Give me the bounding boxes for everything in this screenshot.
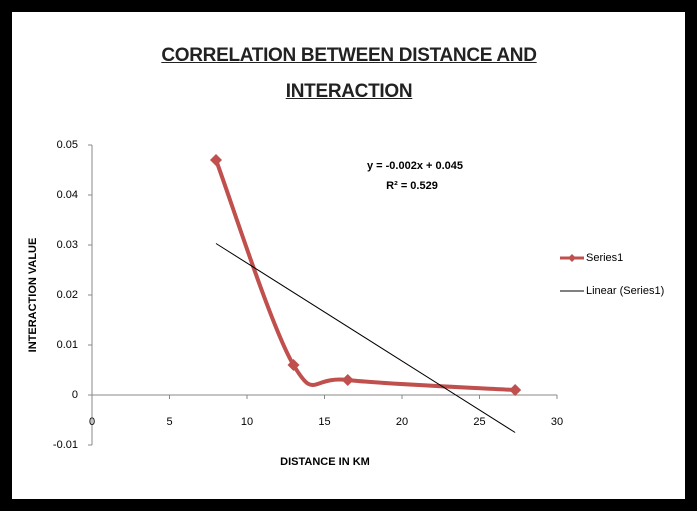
marker [287,359,300,371]
x-tick-label: 15 [318,416,330,428]
legend-label: Series1 [586,252,623,264]
chart-title: CORRELATION BETWEEN DISTANCE AND INTERAC… [161,45,537,102]
legend-label: Linear (Series1) [586,285,664,297]
x-tick-label: 10 [241,416,253,428]
y-tick-label: 0.04 [57,189,78,201]
marker [341,374,354,386]
x-tick-label: 0 [89,416,95,428]
y-tick-label: 0.02 [57,289,78,301]
x-tick-label: 5 [166,416,172,428]
equation: y = -0.002x + 0.045 [367,160,463,172]
y-tick-label: 0.03 [57,239,78,251]
series-line [214,159,516,392]
x-tick-label: 30 [551,416,563,428]
marker [210,154,222,166]
x-axis-label: DISTANCE IN KM [280,456,370,468]
y-tick-label: -0.01 [53,439,78,451]
y-tick-label: 0.01 [57,339,78,351]
x-tick-label: 20 [396,416,408,428]
legend-marker [568,254,576,262]
y-axis-label: INTERACTION VALUE [27,238,39,353]
trend-line [215,243,516,433]
y-tick-label: 0.05 [57,139,78,151]
y-tick-label: 0 [72,389,78,401]
r-squared: R² = 0.529 [386,180,438,192]
marker [509,384,522,396]
x-tick-label: 25 [473,416,485,428]
